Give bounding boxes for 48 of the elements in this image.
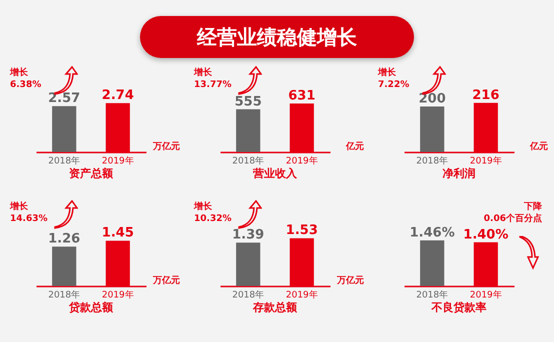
text: 贷款总额 — [68, 301, 114, 314]
text: 13.77% — [194, 80, 232, 90]
data-label: 631 — [288, 88, 316, 104]
text: 经营业绩稳健增长 — [140, 16, 414, 58]
x-tick-label: 2018年 — [48, 290, 80, 300]
text: 不良贷款率 — [430, 301, 486, 314]
x-tick-label: 2019年 — [102, 290, 134, 300]
x-tick-label: 2019年 — [102, 156, 134, 166]
x-tick-label: 2018年 — [48, 156, 80, 166]
text: 0.06个百分点 — [484, 213, 542, 224]
x-tick-label: 2018年 — [416, 156, 448, 166]
x-tick-label: 2019年 — [286, 156, 318, 166]
text: 下降 — [523, 201, 543, 212]
text: 万亿元 — [152, 141, 180, 152]
text: 14.63% — [10, 214, 48, 224]
data-label: 1.40% — [463, 227, 508, 242]
x-tick-label: 2019年 — [470, 156, 502, 166]
text: 营业收入 — [252, 167, 298, 180]
text: 增长 — [377, 67, 397, 78]
text: 万亿元 — [152, 275, 180, 286]
data-label: 1.45 — [102, 226, 134, 241]
x-tick-label: 2018年 — [416, 290, 448, 300]
data-label: 2.74 — [102, 88, 134, 104]
text: 增长 — [9, 67, 29, 78]
text: 万亿元 — [336, 275, 364, 286]
text: 7.22% — [378, 80, 410, 90]
data-label: 1.26 — [48, 232, 80, 247]
x-tick-label: 2018年 — [232, 290, 264, 300]
text: 资产总额 — [69, 167, 114, 180]
text: 亿元 — [529, 141, 548, 152]
data-label: 1.46% — [410, 225, 455, 240]
text: 增长 — [193, 201, 213, 212]
text: 存款总额 — [252, 301, 298, 314]
data-label: 2.57 — [48, 91, 80, 106]
text: 净利润 — [442, 167, 476, 180]
text: 6.38% — [10, 80, 42, 90]
text: 增长 — [193, 67, 213, 78]
x-tick-label: 2018年 — [232, 156, 264, 166]
data-label: 200 — [418, 92, 446, 107]
x-tick-label: 2019年 — [286, 290, 318, 300]
text: 增长 — [9, 201, 29, 212]
data-label: 1.53 — [286, 223, 318, 238]
data-label: 1.39 — [232, 228, 264, 243]
text: 10.32% — [194, 214, 232, 224]
text: 亿元 — [345, 141, 364, 152]
data-label: 555 — [234, 94, 262, 110]
x-tick-label: 2019年 — [470, 290, 502, 300]
data-label: 216 — [472, 88, 500, 103]
